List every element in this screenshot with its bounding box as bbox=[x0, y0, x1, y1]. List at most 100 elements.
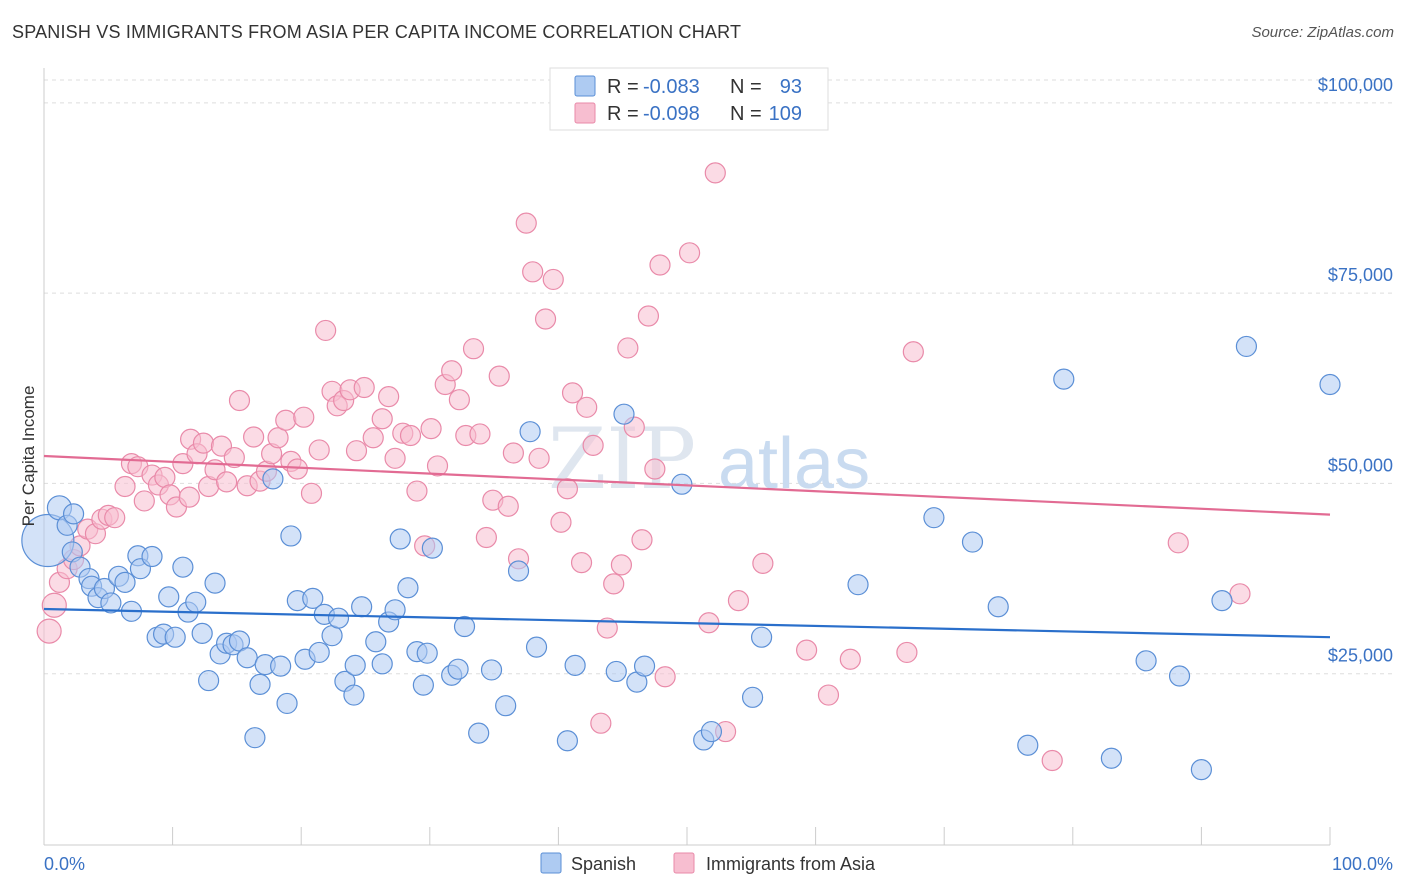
asia-point bbox=[1167, 532, 1189, 554]
asia-point bbox=[631, 529, 653, 551]
asia-point bbox=[308, 439, 330, 461]
spanish-point bbox=[389, 528, 411, 550]
asia-point bbox=[154, 466, 176, 488]
legend-swatch-spanish bbox=[574, 75, 596, 97]
legend-r-value-asia: -0.098 bbox=[643, 103, 700, 125]
series-immigrants-from-asia-points bbox=[36, 162, 1251, 772]
y-tick-label: $75,000 bbox=[1328, 265, 1393, 285]
asia-point bbox=[576, 396, 598, 418]
asia-point bbox=[1229, 583, 1251, 605]
x-tick-labels: 0.0% 100.0% bbox=[44, 854, 1393, 874]
legend-box bbox=[549, 67, 829, 131]
spanish-point bbox=[262, 468, 284, 490]
asia-point bbox=[448, 389, 470, 411]
asia-point bbox=[371, 408, 393, 430]
legend-n-label-asia: N = bbox=[730, 103, 762, 125]
spanish-point bbox=[365, 631, 387, 653]
legend-swatch-asia bbox=[574, 102, 596, 124]
asia-point bbox=[752, 552, 774, 574]
asia-point bbox=[795, 639, 818, 661]
x-tick-label-end: 100.0% bbox=[1332, 854, 1393, 874]
spanish-point bbox=[280, 525, 302, 547]
spanish-point bbox=[1235, 335, 1258, 358]
spanish-point bbox=[302, 587, 324, 609]
chart-title: SPANISH VS IMMIGRANTS FROM ASIA PER CAPI… bbox=[12, 22, 742, 42]
spanish-point bbox=[1190, 759, 1213, 781]
spanish-point bbox=[605, 660, 627, 683]
y-tick-labels: $25,000 $50,000 $75,000 $100,000 bbox=[1318, 75, 1393, 666]
asia-point bbox=[462, 338, 485, 360]
spanish-point bbox=[141, 545, 163, 568]
legend-r-label-spanish: R = bbox=[607, 76, 639, 98]
asia-point bbox=[902, 341, 924, 363]
spanish-point bbox=[700, 720, 723, 743]
asia-point bbox=[216, 471, 238, 493]
spanish-point bbox=[397, 577, 419, 599]
spanish-point bbox=[198, 669, 220, 692]
asia-point bbox=[353, 376, 375, 399]
asia-point bbox=[243, 426, 265, 448]
spanish-point bbox=[62, 503, 85, 525]
asia-point bbox=[267, 427, 289, 449]
asia-point bbox=[41, 592, 67, 618]
asia-point bbox=[300, 482, 323, 504]
asia-point bbox=[617, 337, 639, 359]
asia-point bbox=[590, 712, 612, 734]
asia-point bbox=[515, 212, 537, 234]
spanish-point bbox=[507, 560, 530, 582]
spanish-point bbox=[556, 730, 579, 752]
asia-point bbox=[528, 447, 550, 469]
asia-point bbox=[223, 446, 245, 469]
asia-point bbox=[654, 666, 676, 688]
asia-point bbox=[610, 554, 633, 576]
asia-point bbox=[426, 455, 449, 477]
legend-n-label-spanish: N = bbox=[730, 76, 762, 98]
asia-point bbox=[561, 382, 584, 404]
spanish-point bbox=[270, 655, 292, 677]
legend: R = -0.083 N = 93 R = -0.098 N = 109 bbox=[549, 67, 829, 131]
spanish-point bbox=[961, 531, 984, 553]
y-tick-label: $100,000 bbox=[1318, 75, 1393, 95]
asia-point bbox=[488, 365, 510, 387]
asia-point bbox=[399, 424, 422, 447]
spanish-point bbox=[384, 599, 406, 621]
spanish-point bbox=[249, 673, 271, 695]
asia-point bbox=[582, 434, 604, 456]
spanish-point bbox=[525, 636, 548, 658]
spanish-point bbox=[519, 421, 541, 443]
asia-point bbox=[497, 495, 519, 517]
spanish-point bbox=[1017, 734, 1039, 756]
spanish-point bbox=[371, 653, 393, 675]
legend-n-value-spanish: 93 bbox=[780, 76, 802, 98]
spanish-point bbox=[204, 572, 226, 594]
spanish-point bbox=[191, 622, 213, 644]
asia-point bbox=[133, 490, 155, 512]
asia-point bbox=[727, 590, 750, 612]
asia-point bbox=[704, 162, 726, 184]
spanish-point bbox=[185, 591, 207, 613]
asia-point bbox=[36, 618, 62, 644]
y-tick-label: $50,000 bbox=[1328, 455, 1393, 475]
asia-point bbox=[178, 486, 200, 508]
trend-lines bbox=[43, 454, 1331, 639]
spanish-point bbox=[447, 658, 469, 680]
asia-point bbox=[896, 641, 918, 664]
asia-point bbox=[293, 406, 315, 428]
bottom-legend-swatch-spanish bbox=[540, 852, 562, 874]
asia-point bbox=[420, 418, 442, 440]
spanish-point bbox=[236, 647, 258, 669]
bottom-legend-label-spanish: Spanish bbox=[571, 854, 636, 874]
asia-trend-line bbox=[43, 454, 1331, 516]
asia-point bbox=[475, 526, 497, 549]
series-spanish-points bbox=[21, 335, 1341, 781]
spanish-point bbox=[1100, 747, 1122, 769]
asia-point bbox=[406, 480, 428, 502]
asia-point bbox=[570, 551, 593, 574]
asia-point bbox=[441, 360, 463, 382]
asia-point bbox=[522, 261, 544, 283]
asia-point bbox=[839, 648, 861, 670]
asia-point bbox=[315, 319, 337, 342]
asia-point bbox=[228, 389, 251, 412]
spanish-point bbox=[923, 507, 945, 529]
